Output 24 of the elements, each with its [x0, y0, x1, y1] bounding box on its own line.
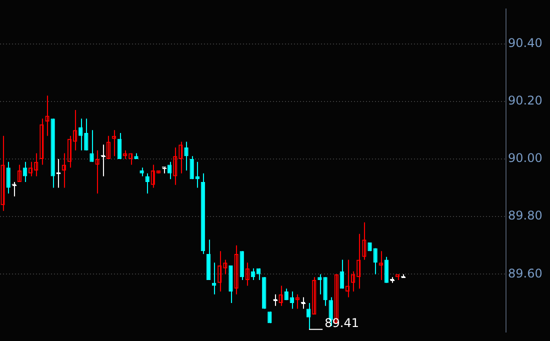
candlestick — [84, 118, 88, 151]
candlestick — [240, 250, 244, 280]
candlestick — [290, 290, 294, 310]
candlestick — [190, 156, 194, 180]
candlestick — [6, 161, 10, 194]
candlestick — [184, 141, 188, 171]
y-tick-label: 90.00 — [508, 151, 542, 166]
candlestick — [306, 302, 311, 330]
candlestick — [323, 276, 328, 306]
candlestick — [117, 132, 122, 160]
candlestick — [373, 248, 378, 275]
candlestick — [22, 161, 28, 183]
candlestick — [318, 274, 322, 295]
candlestick — [300, 296, 306, 310]
candlestick — [78, 118, 83, 151]
candlestick — [340, 259, 344, 290]
candlestick — [384, 256, 389, 284]
candlestick — [228, 265, 233, 304]
y-tick-label: 90.20 — [508, 93, 542, 108]
candlestick — [90, 130, 94, 162]
y-tick-label: 89.60 — [508, 266, 542, 280]
candlestick — [168, 161, 172, 180]
y-tick-label: 89.80 — [508, 208, 542, 223]
y-tick-label: 90.40 — [508, 36, 542, 50]
